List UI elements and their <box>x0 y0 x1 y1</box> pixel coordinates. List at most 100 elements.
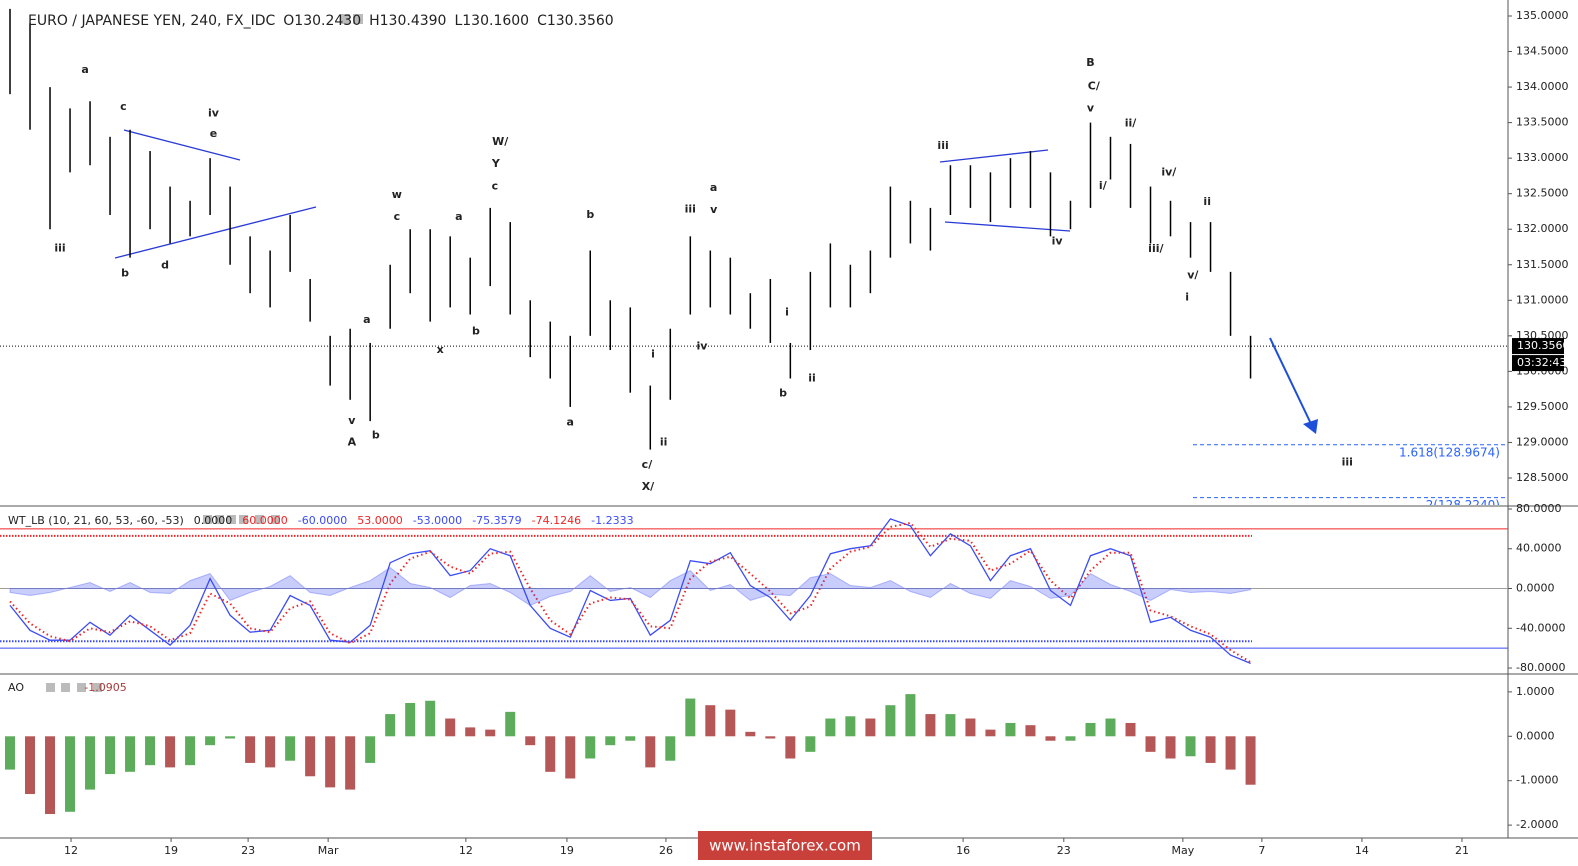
pane-header: AO -1.0905 <box>8 681 127 694</box>
ohlc-value: 130.4390 <box>380 13 447 29</box>
y-tick-label: 132.0000 <box>1516 222 1569 235</box>
plot-area <box>0 518 1508 665</box>
ao-bar <box>1185 736 1196 757</box>
wave-label: iii <box>937 139 948 152</box>
ao-bar <box>1085 722 1096 737</box>
y-tick-label: 0.0000 <box>1516 582 1555 595</box>
x-tick-label: 19 <box>164 844 178 857</box>
y-tick-label: 132.5000 <box>1516 187 1569 200</box>
last-price-label: 130.3560 <box>1517 339 1570 352</box>
wave-label: Y <box>491 157 501 170</box>
ao-bar <box>805 736 816 752</box>
last-price-box <box>1512 338 1564 355</box>
wt-line <box>9 521 1252 664</box>
ao-bar <box>245 736 256 763</box>
y-tick-label: 1.0000 <box>1516 685 1555 698</box>
ao-bar <box>785 736 796 759</box>
ao-bar <box>585 736 596 759</box>
wave-label: iv <box>208 106 220 119</box>
ao-bar <box>845 716 856 737</box>
y-tick-label: 131.5000 <box>1516 258 1569 271</box>
x-tick-label: 16 <box>956 844 970 857</box>
ao-bar <box>1245 736 1256 785</box>
ao-bar <box>225 736 236 739</box>
ao-bar <box>605 736 616 746</box>
ao-bar <box>825 718 836 737</box>
ohlc-value: 130.3560 <box>547 13 614 29</box>
ao-bar <box>625 736 636 741</box>
ao-bar <box>1005 722 1016 737</box>
pane-title: AO <box>8 681 24 694</box>
ao-bar <box>265 736 276 768</box>
wave-label: ii <box>1203 195 1211 208</box>
y-tick-label: 0.0000 <box>1516 729 1555 742</box>
wave-label: b <box>586 208 594 221</box>
y-tick-label: -40.0000 <box>1516 621 1565 634</box>
wave-label: B <box>1086 56 1094 69</box>
ao-bar <box>145 736 156 766</box>
wave-label: ii/ <box>1125 116 1138 129</box>
y-tick-label: 129.0000 <box>1516 435 1569 448</box>
y-tick-label: 133.5000 <box>1516 116 1569 129</box>
ao-bar <box>925 714 936 737</box>
wave-label: iii <box>54 241 65 254</box>
wave-label: v <box>348 414 356 427</box>
wave-label: b <box>779 386 787 399</box>
series-readout: -75.3579 <box>472 514 521 527</box>
watermark-box <box>698 831 872 860</box>
wave-label: c <box>492 180 499 193</box>
wave-label: i/ <box>1099 179 1108 192</box>
ao-readout: -1.0905 <box>84 681 126 694</box>
ao-bar <box>425 700 436 737</box>
ao-bar <box>885 705 896 737</box>
toolbar-icons <box>46 14 363 692</box>
y-tick-label: 133.0000 <box>1516 151 1569 164</box>
x-tick-label: 21 <box>1455 844 1469 857</box>
level-readout: 53.0000 <box>357 514 403 527</box>
ao-bar <box>1225 736 1236 770</box>
ao-bar <box>485 729 496 737</box>
ao-bar <box>65 736 76 812</box>
wave-label: i <box>1185 290 1189 303</box>
ao-bar <box>305 736 316 777</box>
wave-label: iii <box>685 202 696 215</box>
wave-label: a <box>81 63 88 76</box>
ao-bar <box>525 736 536 746</box>
x-tick-label: 26 <box>659 844 673 857</box>
ao-bar <box>25 736 36 795</box>
x-tick-label: 19 <box>560 844 574 857</box>
ao-bar <box>965 718 976 737</box>
y-tick-label: 128.5000 <box>1516 471 1569 484</box>
fib-label: 1.618(128.9674) <box>1399 445 1500 459</box>
wave-label: d <box>161 258 169 271</box>
wave-label: v <box>710 203 718 216</box>
x-tick-label: 14 <box>1355 844 1369 857</box>
ao-bar <box>1105 718 1116 737</box>
y-tick-label: 134.0000 <box>1516 80 1569 93</box>
ohlc-value: 130.2430 <box>294 13 361 29</box>
x-tick-label: 12 <box>459 844 473 857</box>
ohlc-name: H <box>369 13 380 29</box>
fib-label: 2(128.2240) <box>1426 498 1500 512</box>
ao-bar <box>325 736 336 788</box>
wave-label: c/ <box>642 458 654 471</box>
wave-label: a <box>567 416 574 429</box>
y-tick-label: 134.5000 <box>1516 45 1569 58</box>
wave-label: iii <box>1342 455 1353 468</box>
level-readout: 0.0000 <box>194 514 233 527</box>
wave-label: x <box>437 343 444 356</box>
ao-bar <box>1165 736 1176 759</box>
wave-label: X/ <box>642 480 655 493</box>
ao-bar <box>705 705 716 737</box>
ohlc-value: 130.1600 <box>462 13 529 29</box>
wave-label: i <box>651 347 655 360</box>
ao-bar <box>685 698 696 737</box>
trendline <box>944 221 1071 232</box>
ao-bar <box>1045 736 1056 741</box>
wave-label: b <box>372 428 380 441</box>
trendline <box>123 129 241 161</box>
y-tick-label: 131.0000 <box>1516 293 1569 306</box>
wave-label: b <box>472 325 480 338</box>
